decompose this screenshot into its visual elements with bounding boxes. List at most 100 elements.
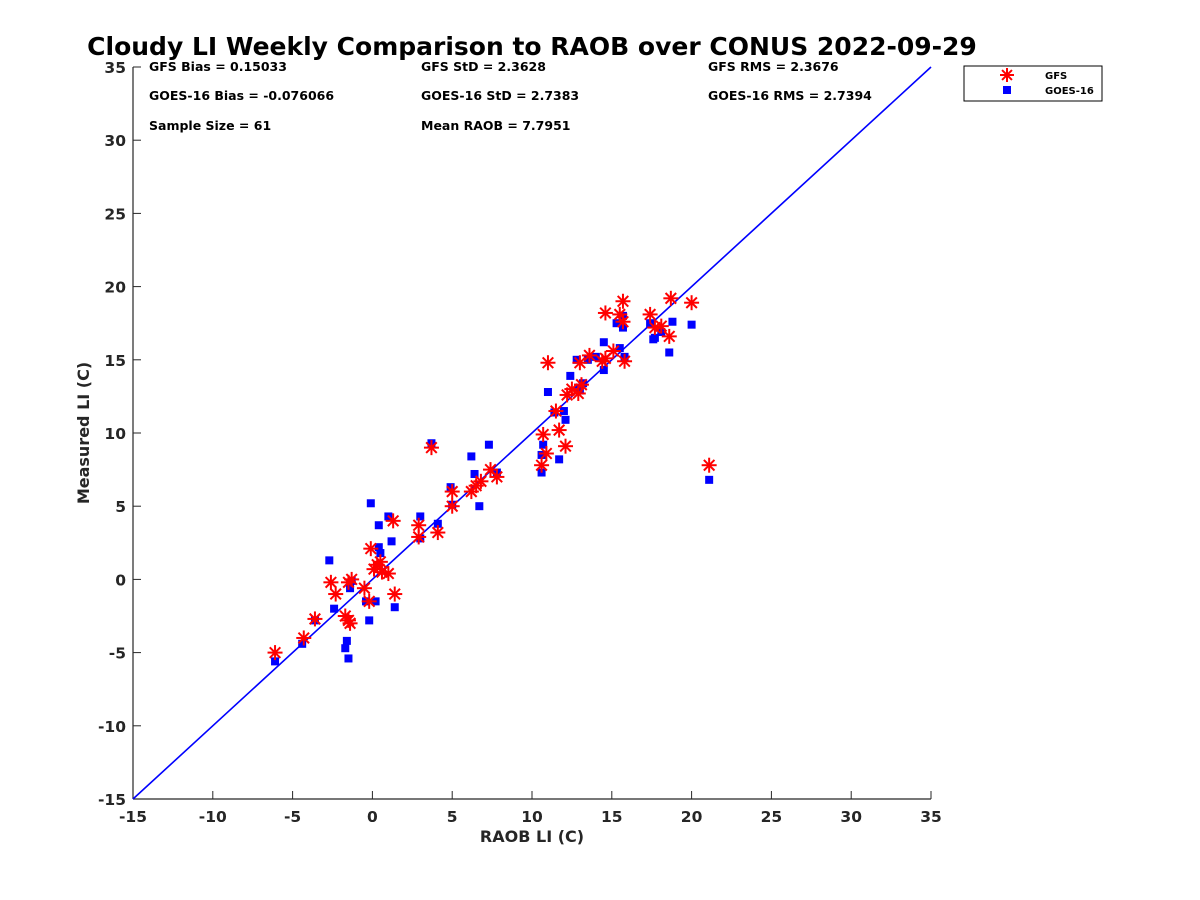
goes16-point — [366, 499, 375, 508]
goes16-point — [687, 320, 696, 329]
gfs-point — [323, 574, 339, 590]
goes16-point — [365, 616, 374, 625]
gfs-point — [597, 305, 613, 321]
gfs-point — [473, 473, 489, 489]
goes16-point — [390, 603, 399, 612]
y-tick-label: 0 — [115, 571, 126, 589]
y-tick-label: -5 — [109, 645, 126, 663]
series-gfs — [267, 290, 717, 661]
gfs-point — [387, 586, 403, 602]
gfs-point — [267, 645, 283, 661]
goes16-point — [559, 407, 568, 416]
goes16-point — [543, 388, 552, 397]
chart-title: Cloudy LI Weekly Comparison to RAOB over… — [87, 32, 977, 61]
stat-text: GFS Bias = 0.15033 — [149, 59, 287, 74]
stat-text: Mean RAOB = 7.7951 — [421, 118, 570, 133]
gfs-point — [423, 440, 439, 456]
gfs-point — [661, 328, 677, 344]
x-tick-label: 20 — [681, 808, 703, 826]
goes16-point — [271, 657, 280, 666]
statistics-block: GFS Bias = 0.15033 GFS StD = 2.3628 GFS RM… — [149, 59, 872, 133]
gfs-point — [572, 355, 588, 371]
gfs-point — [538, 445, 554, 461]
gfs-point — [444, 484, 460, 500]
legend-goes16-label: GOES-16 — [1045, 86, 1094, 97]
goes16-point — [330, 604, 339, 613]
gfs-point — [328, 586, 344, 602]
gfs-point — [653, 318, 669, 334]
goes16-point — [615, 344, 624, 353]
legend-gfs-marker — [1000, 68, 1014, 82]
legend-gfs-label: GFS — [1045, 71, 1067, 82]
gfs-point — [356, 580, 372, 596]
goes16-point — [325, 556, 334, 565]
gfs-point — [573, 377, 589, 393]
gfs-point — [372, 554, 388, 570]
x-tick-label: 0 — [367, 808, 378, 826]
y-tick-label: 10 — [104, 425, 126, 443]
legend: GFS GOES-16 — [963, 65, 1103, 102]
goes16-point — [537, 450, 546, 459]
series-goes16 — [271, 311, 714, 666]
x-tick-label: 15 — [601, 808, 623, 826]
goes16-point — [344, 654, 353, 663]
x-axis-label: RAOB LI (C) — [480, 827, 584, 846]
stat-text: Sample Size = 61 — [149, 118, 271, 133]
goes16-point — [650, 333, 659, 342]
one-to-one-line — [132, 66, 932, 800]
goes16-point — [341, 644, 350, 653]
x-tick-label: -5 — [284, 808, 301, 826]
gfs-point — [551, 422, 567, 438]
gfs-point — [385, 513, 401, 529]
goes16-point — [555, 455, 564, 464]
goes16-point — [566, 371, 575, 380]
goes16-point — [387, 537, 396, 546]
x-tick-label: 5 — [447, 808, 458, 826]
gfs-point — [642, 306, 658, 322]
y-tick-label: 5 — [115, 498, 126, 516]
goes16-point — [467, 452, 476, 461]
goes16-point — [342, 636, 351, 645]
x-tick-label: -15 — [119, 808, 147, 826]
gfs-point — [411, 517, 427, 533]
goes16-point — [374, 521, 383, 530]
gfs-point — [344, 571, 360, 587]
gfs-point — [540, 355, 556, 371]
y-axis-label: Measured LI (C) — [74, 362, 93, 504]
legend-box — [963, 65, 1103, 102]
gfs-point — [663, 290, 679, 306]
gfs-point — [307, 611, 323, 627]
gfs-point — [489, 469, 505, 485]
goes16-point — [376, 549, 385, 558]
x-tick-label: -10 — [199, 808, 227, 826]
goes16-point — [374, 543, 383, 552]
gfs-point — [361, 593, 377, 609]
gfs-point — [342, 615, 358, 631]
goes16-point — [446, 483, 455, 492]
goes16-point — [599, 338, 608, 347]
gfs-point — [444, 498, 460, 514]
legend-goes16-marker — [1003, 86, 1011, 94]
goes16-point — [612, 319, 621, 328]
gfs-point — [701, 457, 717, 473]
x-tick-label: 10 — [521, 808, 543, 826]
stat-text: GOES-16 Bias = -0.076066 — [149, 88, 334, 103]
gfs-point — [617, 353, 633, 369]
gfs-point — [430, 525, 446, 541]
gfs-point — [612, 306, 628, 322]
y-tick-label: 30 — [104, 132, 126, 150]
goes16-point — [475, 502, 484, 511]
gfs-point — [597, 350, 613, 366]
gfs-point — [605, 343, 621, 359]
x-tick-label: 35 — [920, 808, 942, 826]
goes16-point — [668, 317, 677, 326]
gfs-point — [363, 541, 379, 557]
goes16-point — [665, 348, 674, 357]
goes16-point — [346, 584, 355, 593]
goes16-point — [591, 352, 600, 361]
goes16-point — [298, 639, 307, 648]
goes16-point — [705, 475, 714, 484]
goes16-point — [433, 519, 442, 528]
y-tick-label: -10 — [98, 718, 126, 736]
